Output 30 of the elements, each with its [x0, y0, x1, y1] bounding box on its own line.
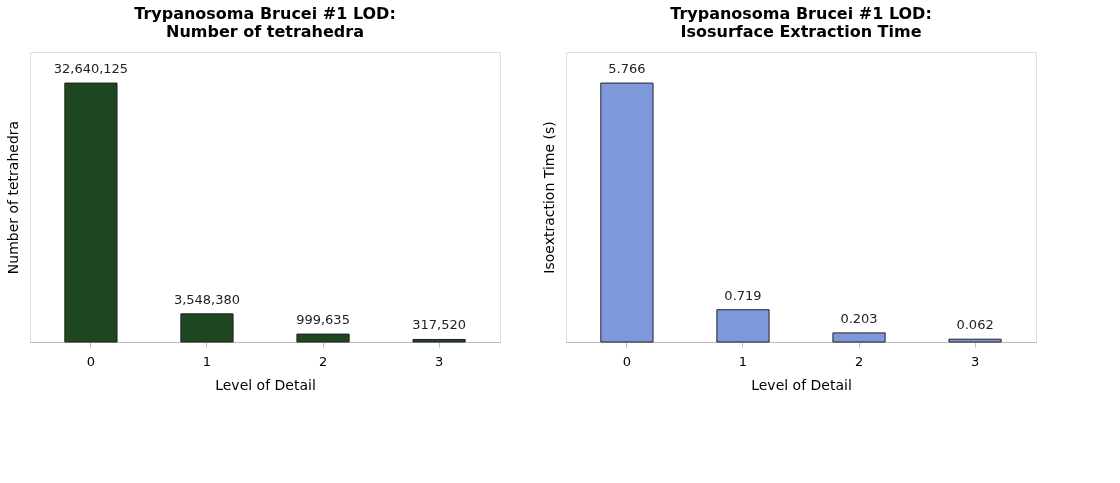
x-tick-label: 3: [434, 353, 444, 369]
data-label: 0.203: [840, 310, 878, 326]
data-label: 3,548,380: [173, 291, 241, 307]
bar: [832, 332, 886, 343]
x-tick-label: 2: [318, 353, 328, 369]
bar: [296, 333, 350, 343]
x-tick-label: 1: [202, 353, 212, 369]
data-label: 5.766: [608, 61, 646, 77]
data-label: 317,520: [412, 317, 466, 333]
x-axis-title: Level of Detail: [751, 376, 852, 393]
data-label: 0.719: [724, 287, 762, 303]
x-axis-title: Level of Detail: [215, 376, 316, 393]
bar: [64, 82, 118, 343]
bar: [180, 313, 234, 343]
data-label: 0.062: [956, 317, 994, 333]
y-axis-title: Isoextraction Time (s): [540, 121, 557, 274]
bar: [948, 338, 1002, 343]
x-tick-label: 0: [622, 353, 632, 369]
chart-title: Trypanosoma Brucei #1 LOD: Isosurface Extraction Time: [670, 4, 932, 41]
chart-title: Trypanosoma Brucei #1 LOD: Number of tetrahedra: [134, 4, 396, 41]
bar: [412, 338, 466, 343]
data-label: 32,640,125: [53, 61, 129, 77]
bar: [600, 82, 654, 343]
x-tick-label: 1: [738, 353, 748, 369]
x-tick-label: 0: [86, 353, 96, 369]
bar: [716, 309, 770, 343]
data-label: 999,635: [296, 312, 350, 328]
x-tick-label: 2: [854, 353, 864, 369]
x-tick-label: 3: [970, 353, 980, 369]
y-axis-title: Number of tetrahedra: [4, 120, 21, 275]
